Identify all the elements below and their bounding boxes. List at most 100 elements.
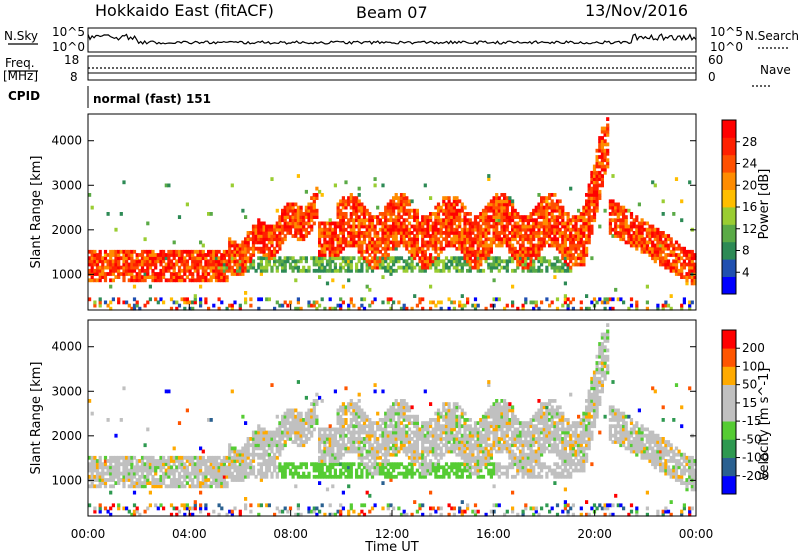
velocity-cell: [254, 440, 258, 444]
power-cell: [344, 180, 348, 185]
velocity-cell: [114, 455, 118, 460]
power-cell: [637, 231, 641, 235]
power-cell: [183, 278, 187, 283]
velocity-cell: [95, 478, 100, 482]
power-cell: [130, 256, 134, 261]
power-cell: [566, 218, 570, 223]
velocity-cell: [339, 468, 343, 473]
power-cell: [349, 215, 353, 219]
velocity-cell: [320, 459, 324, 463]
power-cell: [386, 227, 390, 232]
power-cell: [267, 256, 271, 261]
power-cell: [175, 249, 179, 254]
power-cell: [180, 268, 184, 273]
power-cell: [283, 265, 287, 270]
velocity-cell: [296, 380, 300, 384]
power-cell: [672, 265, 676, 270]
velocity-cell: [93, 474, 97, 479]
power-cell: [587, 227, 591, 232]
power-cell: [376, 234, 380, 238]
power-cell: [325, 227, 330, 232]
power-cell: [423, 234, 427, 238]
velocity-cell: [318, 468, 322, 473]
power-cell: [529, 218, 533, 223]
power-cell: [511, 224, 515, 229]
velocity-cell: [386, 446, 390, 451]
power-cell: [590, 218, 594, 223]
power-cell: [407, 262, 412, 267]
velocity-cell: [281, 474, 285, 479]
velocity-cell: [373, 383, 377, 387]
power-cell: [566, 221, 570, 226]
power-cell: [201, 275, 205, 279]
velocity-cell: [436, 465, 441, 470]
power-cell: [466, 262, 470, 267]
velocity-cell: [360, 449, 364, 454]
velocity-cell: [281, 509, 285, 514]
power-cell: [386, 262, 390, 267]
power-cell: [624, 231, 628, 235]
power-cell: [579, 259, 583, 264]
power-cell: [339, 208, 343, 213]
power-cell: [563, 262, 567, 267]
power-cell: [555, 215, 560, 219]
velocity-cell: [389, 408, 393, 413]
power-cell: [463, 215, 467, 219]
power-cell: [423, 221, 427, 226]
velocity-cell: [315, 399, 319, 403]
power-cell: [103, 249, 108, 254]
power-cell: [450, 240, 454, 245]
velocity-cell: [191, 471, 195, 476]
power-cell: [328, 259, 332, 264]
velocity-cell: [222, 468, 226, 473]
power-cell: [423, 243, 427, 248]
velocity-cell: [362, 411, 367, 416]
power-cell: [175, 300, 179, 305]
power-cell: [241, 249, 245, 254]
power-cell: [241, 256, 245, 261]
power-cell: [622, 221, 626, 226]
velocity-cell: [405, 402, 409, 406]
power-cell: [376, 246, 380, 251]
power-cell: [106, 253, 110, 257]
velocity-cell: [352, 424, 356, 429]
velocity-cell: [233, 468, 237, 473]
power-cell: [138, 272, 142, 276]
power-cell: [608, 205, 612, 210]
velocity-cell: [381, 459, 385, 463]
power-cell: [548, 303, 552, 308]
power-cell: [365, 249, 369, 254]
power-cell: [117, 272, 121, 276]
velocity-cell: [265, 462, 269, 467]
power-cell: [529, 237, 533, 242]
power-cell: [592, 180, 597, 185]
velocity-cell: [312, 411, 316, 416]
velocity-cell: [386, 468, 390, 473]
power-cell: [436, 240, 441, 245]
power-cell: [592, 202, 597, 207]
power-cell: [162, 265, 166, 270]
power-cell: [606, 123, 610, 128]
power-cell: [674, 272, 679, 276]
power-cell: [296, 306, 300, 311]
velocity-cell: [402, 408, 406, 413]
velocity-cell: [154, 484, 158, 489]
power-cell: [548, 234, 552, 238]
velocity-cell: [185, 408, 189, 413]
power-cell: [384, 224, 388, 229]
power-cell: [349, 234, 353, 238]
power-cell: [561, 256, 565, 261]
velocity-cell: [331, 465, 335, 470]
velocity-cell: [397, 471, 401, 476]
power-cell: [468, 249, 472, 254]
velocity-cell: [336, 440, 340, 444]
velocity-cell: [119, 455, 123, 460]
velocity-cell: [172, 455, 176, 460]
power-cell: [273, 231, 277, 235]
power-cell: [132, 278, 137, 283]
power-cell: [370, 268, 375, 273]
power-cell: [532, 249, 536, 254]
power-cell: [529, 256, 533, 261]
power-cell: [537, 208, 541, 213]
power-cell: [281, 224, 285, 229]
